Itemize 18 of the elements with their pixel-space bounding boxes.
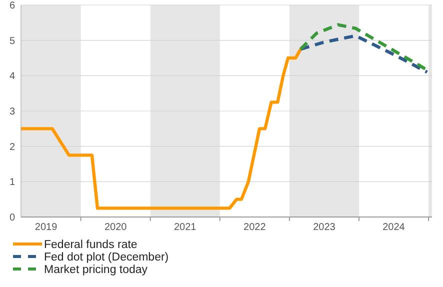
y-tick-label: 0: [9, 212, 16, 224]
legend-label: Fed dot plot (December): [44, 252, 169, 264]
y-tick-label: 1: [9, 177, 16, 188]
x-tick-label: 2021: [174, 222, 197, 233]
y-tick-label: 3: [9, 106, 16, 118]
x-tick-label: 2020: [104, 222, 128, 233]
y-tick-label: 4: [9, 71, 16, 82]
line-series: [298, 34, 429, 74]
x-tick-label: 2024: [382, 222, 406, 233]
x-tick-label: 2019: [34, 222, 58, 233]
x-tick-label: 2022: [244, 222, 266, 233]
y-tick-label: 2: [9, 142, 16, 153]
y-tick-label: 6: [9, 0, 16, 12]
x-tick-label: 2023: [313, 222, 336, 233]
legend-label: Market pricing today: [44, 264, 148, 276]
y-tick-label: 5: [9, 36, 16, 47]
line-series: [19, 48, 302, 210]
legend-label: Federal funds rate: [44, 239, 138, 252]
